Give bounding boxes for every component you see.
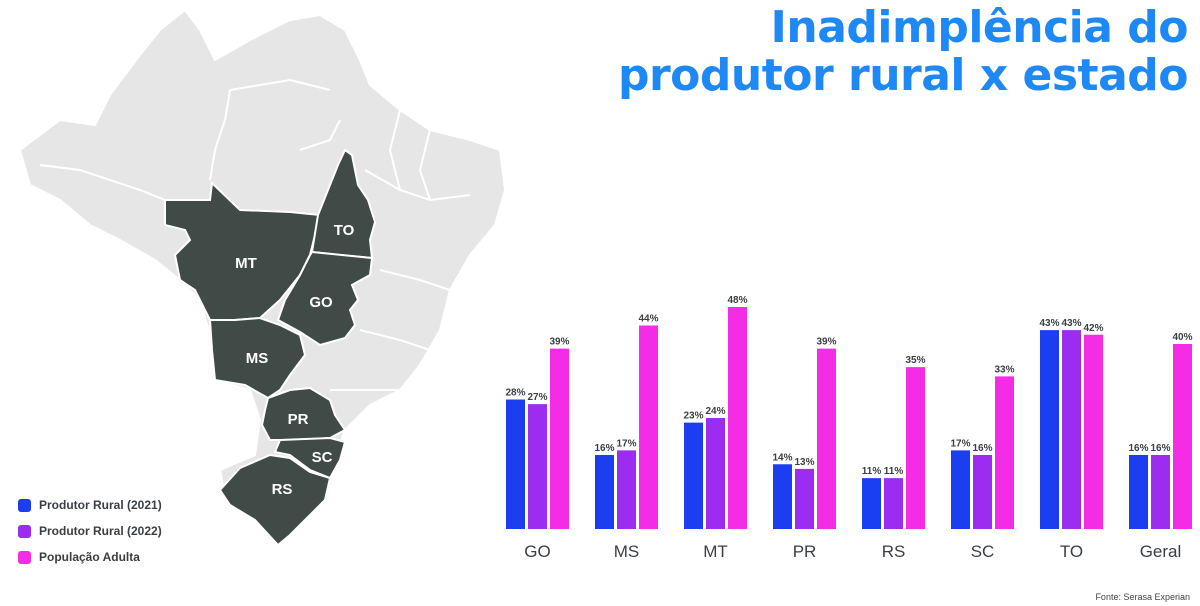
x-tick-label: SC bbox=[971, 542, 995, 561]
data-label: 48% bbox=[727, 295, 747, 306]
bar bbox=[973, 455, 992, 529]
state-pr bbox=[260, 386, 347, 441]
bar bbox=[773, 464, 792, 529]
x-tick-label: GO bbox=[524, 542, 550, 561]
x-tick-label: MT bbox=[703, 542, 728, 561]
legend-swatch bbox=[18, 498, 31, 512]
bar bbox=[1173, 344, 1192, 529]
map-label-go: GO bbox=[309, 294, 333, 311]
legend-label: Produtor Rural (2022) bbox=[39, 524, 162, 538]
bar bbox=[684, 422, 703, 529]
data-label: 16% bbox=[594, 443, 614, 454]
legend-swatch bbox=[18, 550, 31, 564]
bar bbox=[817, 348, 836, 529]
data-label: 40% bbox=[1172, 332, 1192, 343]
data-label: 43% bbox=[1039, 318, 1059, 329]
bar bbox=[951, 450, 970, 529]
brazil-map: MT TO GO MS PR SC RS bbox=[18, 8, 507, 547]
data-label: 11% bbox=[862, 466, 882, 477]
map-label-to: TO bbox=[334, 222, 355, 239]
bar bbox=[506, 399, 525, 529]
map-label-sc: SC bbox=[312, 449, 333, 466]
x-tick-label: Geral bbox=[1140, 542, 1182, 561]
map-label-pr: PR bbox=[288, 411, 309, 428]
data-label: 27% bbox=[527, 392, 547, 403]
legend-label: População Adulta bbox=[39, 550, 140, 564]
bar bbox=[795, 468, 814, 529]
map-label-mt: MT bbox=[235, 255, 257, 272]
data-label: 43% bbox=[1061, 318, 1081, 329]
state-rs bbox=[218, 453, 332, 547]
data-label: 44% bbox=[638, 314, 658, 325]
chart-title: Inadimplência do produtor rural x estado bbox=[617, 2, 1189, 101]
bar bbox=[1084, 334, 1103, 529]
map-label-ms: MS bbox=[246, 350, 269, 367]
data-label: 42% bbox=[1083, 323, 1103, 334]
bar bbox=[706, 418, 725, 529]
legend-swatch bbox=[18, 524, 31, 538]
x-tick-label: PR bbox=[793, 542, 817, 561]
map-label-rs: RS bbox=[272, 481, 293, 498]
bar bbox=[550, 348, 569, 529]
data-label: 24% bbox=[705, 406, 725, 417]
bar bbox=[1129, 455, 1148, 529]
data-label: 17% bbox=[616, 438, 636, 449]
data-label: 23% bbox=[683, 411, 703, 422]
data-label: 13% bbox=[794, 457, 814, 468]
data-label: 16% bbox=[1128, 443, 1148, 454]
x-tick-label: TO bbox=[1060, 542, 1083, 561]
data-label: 17% bbox=[950, 438, 970, 449]
data-label: 28% bbox=[505, 388, 525, 399]
x-tick-label: MS bbox=[614, 542, 640, 561]
bar bbox=[728, 307, 747, 529]
legend-item: Produtor Rural (2021) bbox=[18, 492, 162, 518]
data-label: 35% bbox=[905, 355, 925, 366]
bar bbox=[995, 376, 1014, 529]
title-line-2: produtor rural x estado bbox=[617, 50, 1189, 101]
bar bbox=[862, 478, 881, 529]
legend-label: Produtor Rural (2021) bbox=[39, 498, 162, 512]
bar bbox=[617, 450, 636, 529]
legend-item: População Adulta bbox=[18, 544, 162, 570]
bar bbox=[639, 325, 658, 529]
data-label: 33% bbox=[994, 364, 1014, 375]
data-label: 11% bbox=[884, 466, 904, 477]
data-label: 39% bbox=[816, 337, 836, 348]
bar bbox=[884, 478, 903, 529]
x-tick-label: RS bbox=[882, 542, 906, 561]
data-label: 14% bbox=[772, 452, 792, 463]
bar bbox=[528, 404, 547, 529]
bar bbox=[1062, 330, 1081, 529]
title-line-1: Inadimplência do bbox=[770, 2, 1189, 53]
data-label: 16% bbox=[972, 443, 992, 454]
data-label: 16% bbox=[1150, 443, 1170, 454]
source-note: Fonte: Serasa Experian bbox=[1095, 592, 1190, 602]
bar bbox=[1040, 330, 1059, 529]
state-ms bbox=[208, 316, 307, 400]
legend: Produtor Rural (2021) Produtor Rural (20… bbox=[18, 492, 162, 570]
bar bbox=[906, 367, 925, 529]
state-go bbox=[276, 250, 374, 347]
bar bbox=[1151, 455, 1170, 529]
data-label: 39% bbox=[549, 337, 569, 348]
bar bbox=[595, 455, 614, 529]
legend-item: Produtor Rural (2022) bbox=[18, 518, 162, 544]
